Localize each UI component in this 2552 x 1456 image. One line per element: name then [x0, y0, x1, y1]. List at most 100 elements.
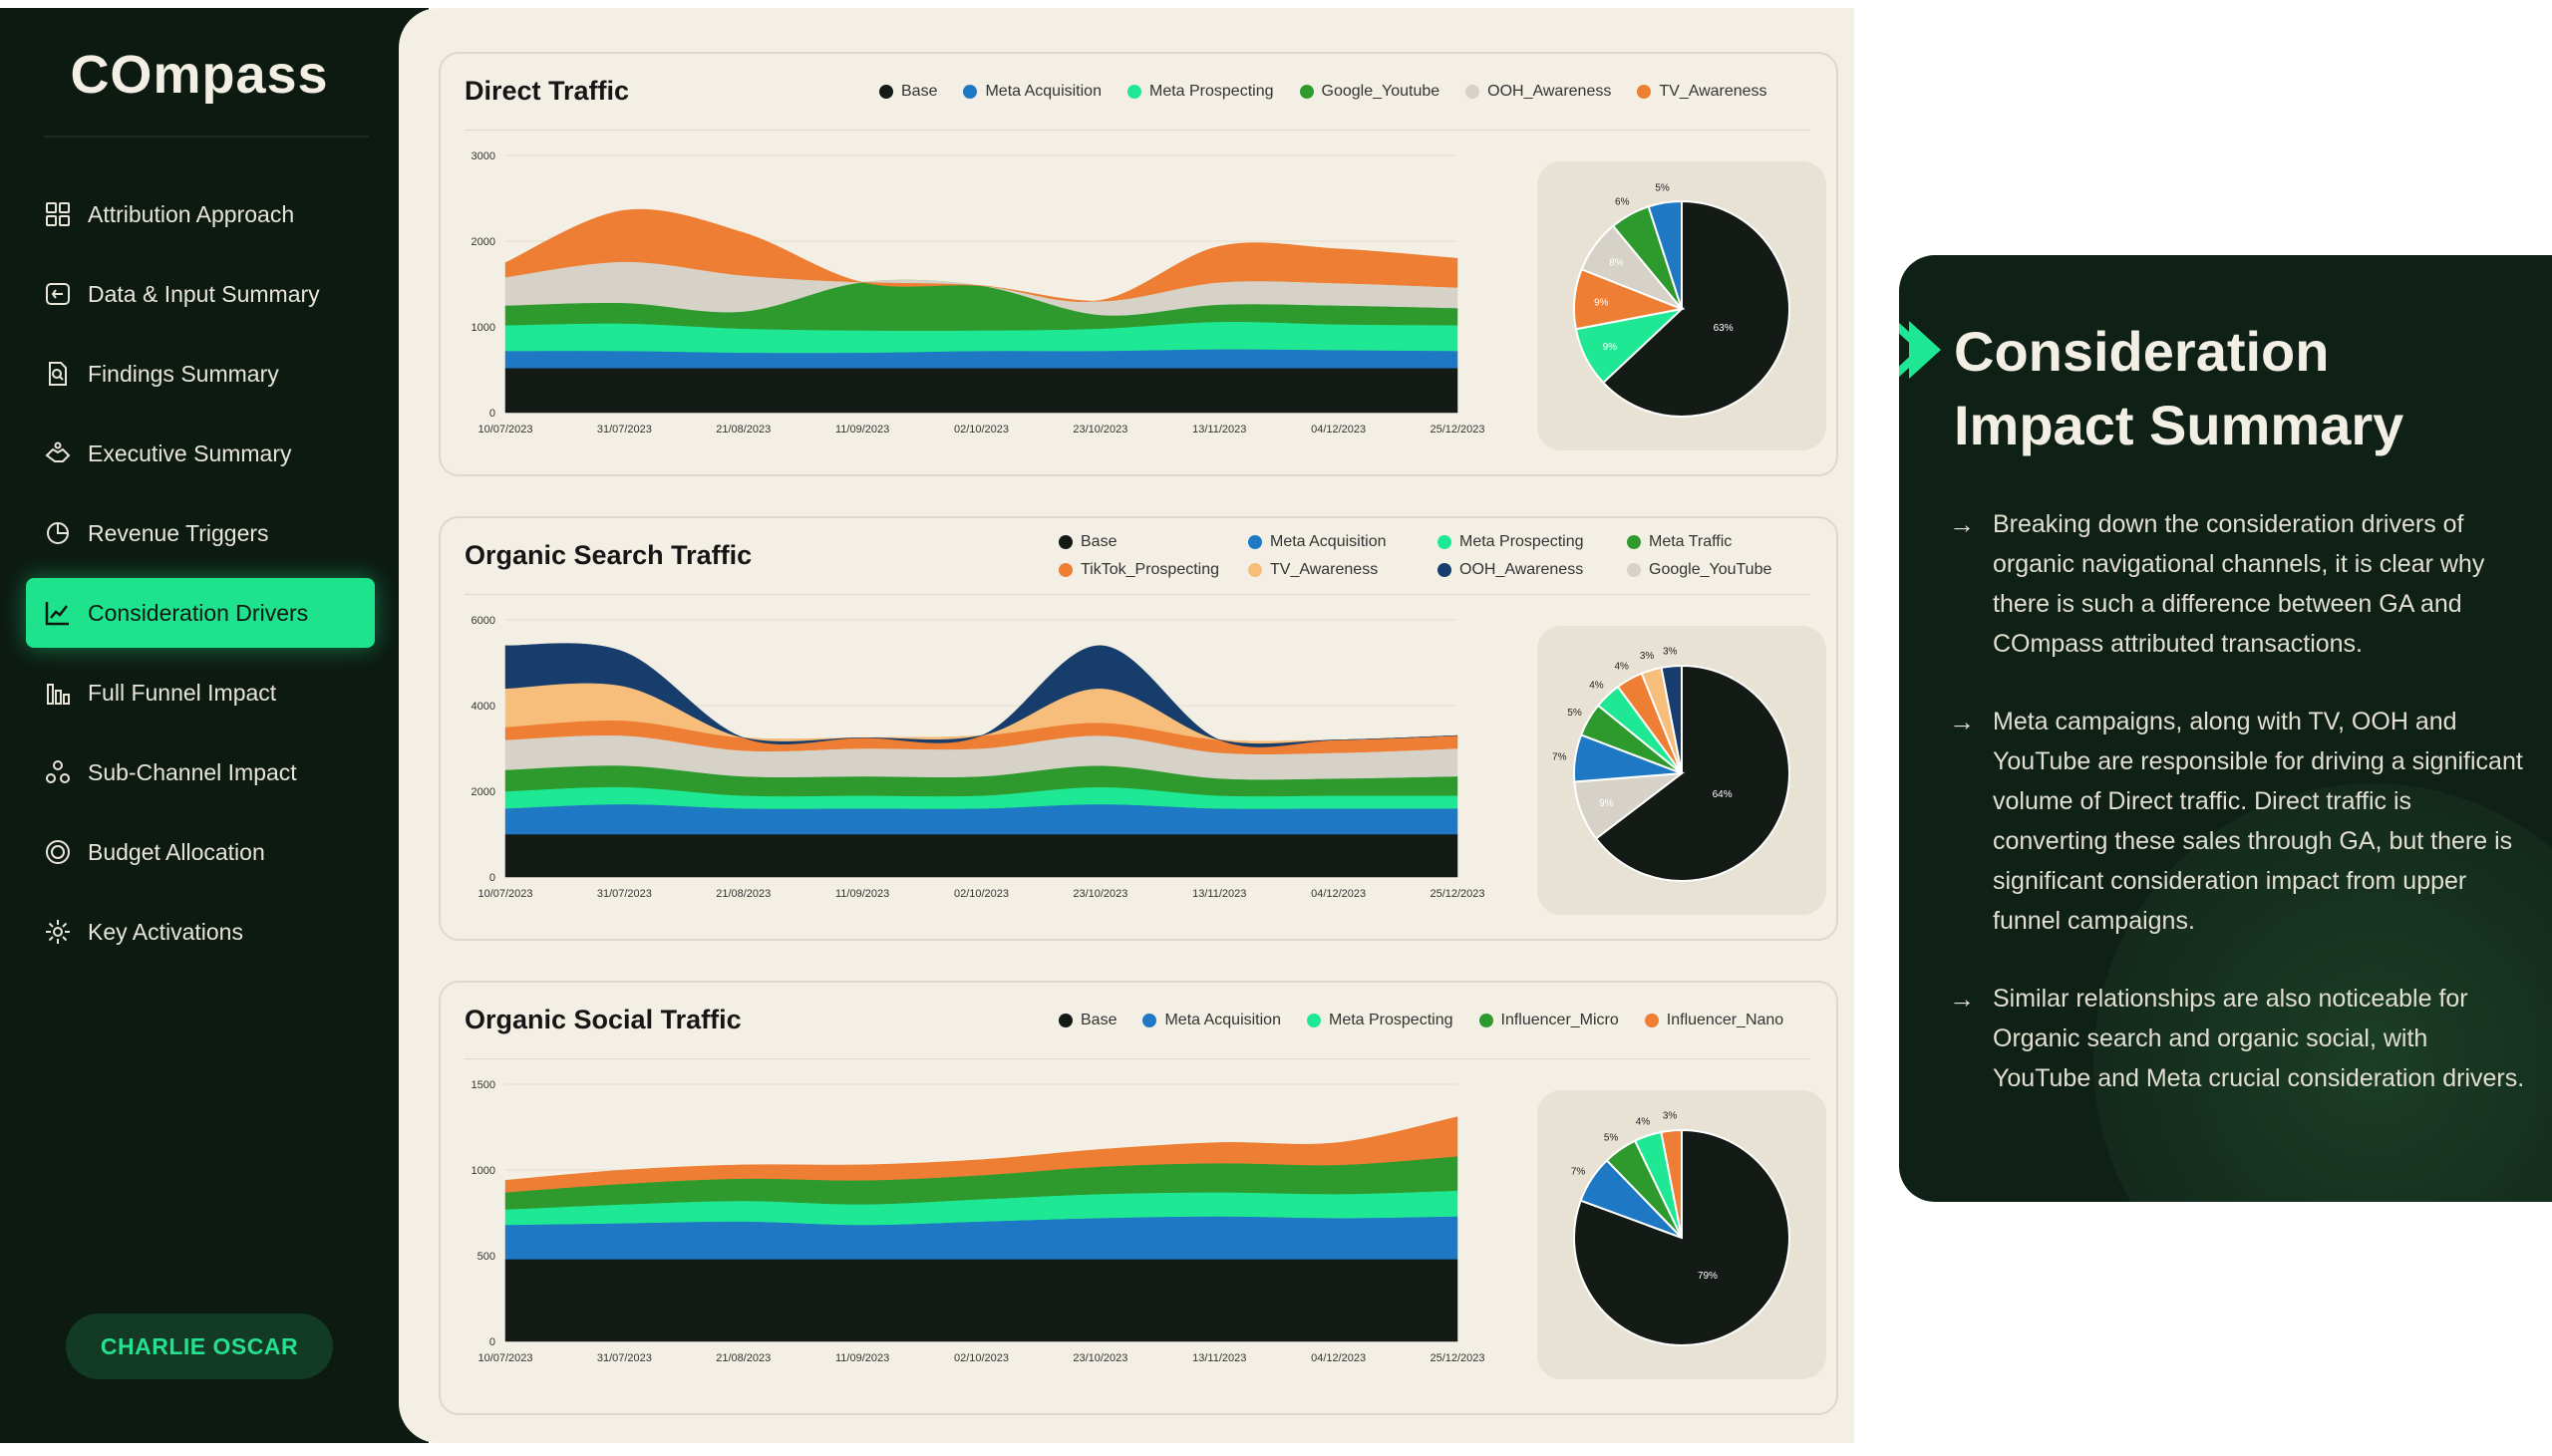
legend-item[interactable]: TV_Awareness [1248, 556, 1437, 584]
legend-label: Base [901, 83, 938, 100]
sidebar-item-key-activations[interactable]: Key Activations [26, 897, 375, 967]
legend-label: OOH_Awareness [1459, 561, 1584, 578]
x-tick-label: 23/10/2023 [1073, 888, 1127, 900]
sidebar-item-executive-summary[interactable]: Executive Summary [26, 419, 375, 488]
area-series-base[interactable] [504, 1259, 1458, 1342]
pie-chart: 79% 7% 5% 4% 3% [1571, 1111, 1790, 1346]
area-series-meta-acquisition[interactable] [504, 349, 1458, 369]
sidebar-item-findings-summary[interactable]: Findings Summary [26, 339, 375, 409]
legend-swatch [1059, 1014, 1073, 1027]
y-tick-label: 3000 [472, 150, 495, 162]
pie-slice-label: 6% [1615, 196, 1630, 207]
area-series-base[interactable] [504, 368, 1458, 414]
legend-item[interactable]: OOH_Awareness [1437, 556, 1627, 584]
pie-slice[interactable] [1660, 664, 1683, 774]
sidebar-item-label: Data & Input Summary [88, 280, 320, 307]
network-icon [44, 758, 72, 786]
pie-slice[interactable] [1647, 199, 1683, 310]
legend-label: Meta Prospecting [1459, 533, 1584, 550]
legend-swatch [1644, 1014, 1659, 1027]
bar-chart-icon [44, 679, 72, 707]
legend-swatch [1059, 535, 1073, 549]
bullet-text: Similar relationships are also noticeabl… [1993, 985, 2525, 1092]
sidebar-item-label: Revenue Triggers [88, 519, 269, 546]
pie-chart-panel: 64% 9% 7% 5% 4% 4% 3% 3% [1537, 626, 1826, 915]
x-tick-label: 11/09/2023 [835, 1352, 889, 1364]
pie-slice-label: 5% [1604, 1132, 1619, 1143]
sidebar-item-label: Consideration Drivers [88, 599, 309, 626]
x-tick-label: 13/11/2023 [1192, 1352, 1246, 1364]
area-series-influencer-nano[interactable] [504, 1116, 1458, 1193]
organic-social-card: Organic Social Traffic Base Meta Acquisiti… [439, 981, 1838, 1415]
legend-swatch [1478, 1014, 1493, 1027]
x-tick-label: 23/10/2023 [1073, 424, 1127, 436]
sidebar-item-sub-channel-impact[interactable]: Sub-Channel Impact [26, 737, 375, 807]
legend-label: Meta Acquisition [1164, 1012, 1281, 1028]
y-tick-label: 0 [489, 872, 495, 884]
x-tick-label: 04/12/2023 [1311, 424, 1366, 436]
x-tick-label: 02/10/2023 [954, 424, 1009, 436]
legend-swatch [1248, 535, 1262, 549]
legend-item[interactable]: Meta Acquisition [1142, 1007, 1281, 1034]
pie-slice[interactable] [1601, 199, 1790, 418]
pie-slice[interactable] [1594, 664, 1790, 882]
legend-item[interactable]: Meta Prospecting [1126, 78, 1274, 106]
document-search-icon [44, 360, 72, 388]
legend-item[interactable]: Meta Traffic [1627, 528, 1816, 556]
chart-title: Direct Traffic [465, 76, 630, 106]
legend-item[interactable]: Base [1059, 528, 1248, 556]
y-tick-label: 2000 [472, 786, 495, 798]
pie-chart-panel: 79% 7% 5% 4% 3% [1537, 1090, 1826, 1379]
x-tick-label: 25/12/2023 [1430, 1352, 1484, 1364]
legend-item[interactable]: Influencer_Nano [1644, 1007, 1784, 1034]
x-tick-label: 13/11/2023 [1192, 888, 1246, 900]
legend-item[interactable]: Google_Youtube [1299, 78, 1439, 106]
x-tick-label: 11/09/2023 [835, 424, 889, 436]
sidebar-item-label: Attribution Approach [88, 200, 295, 227]
user-button[interactable]: CHARLIE OSCAR [66, 1313, 333, 1379]
direct-traffic-card: Direct Traffic Base Meta Acquisition Meta P… [439, 52, 1838, 476]
x-tick-label: 25/12/2023 [1430, 888, 1484, 900]
pie-slice-label: 9% [1594, 297, 1609, 308]
legend-label: Meta Prospecting [1328, 1012, 1453, 1028]
area-series-tv-awareness[interactable] [504, 208, 1458, 303]
bullet-text: Meta campaigns, along with TV, OOH and Y… [1993, 708, 2523, 935]
legend-label: Influencer_Nano [1666, 1012, 1784, 1028]
legend-label: TV_Awareness [1270, 561, 1379, 578]
stacked-area-chart: 0 1000 2000 3000 10/07/2023 31/07/2023 21/08/2… [472, 150, 1485, 436]
x-tick-label: 31/07/2023 [597, 424, 652, 436]
x-tick-label: 31/07/2023 [597, 1352, 652, 1364]
legend-item[interactable]: Meta Prospecting [1437, 528, 1627, 556]
sidebar-item-data-input-summary[interactable]: Data & Input Summary [26, 259, 375, 329]
legend-swatch [1437, 563, 1451, 577]
legend-item[interactable]: Meta Acquisition [963, 78, 1102, 106]
sidebar-item-budget-allocation[interactable]: Budget Allocation [26, 817, 375, 887]
sidebar-item-revenue-triggers[interactable]: Revenue Triggers [26, 498, 375, 568]
sidebar-nav: Attribution Approach Data & Input Summary… [26, 179, 375, 977]
sidebar-item-attribution-approach[interactable]: Attribution Approach [26, 179, 375, 249]
legend-label: Meta Acquisition [985, 83, 1102, 100]
legend-item[interactable]: TikTok_Prospecting [1059, 556, 1248, 584]
legend-swatch [963, 85, 978, 99]
sidebar-item-consideration-drivers[interactable]: Consideration Drivers [26, 578, 375, 648]
area-series-base[interactable] [504, 833, 1458, 878]
pie-slice[interactable] [1660, 1128, 1683, 1239]
legend-swatch [1126, 85, 1141, 99]
legend-swatch [1142, 1014, 1157, 1027]
legend-item[interactable]: Meta Prospecting [1306, 1007, 1453, 1034]
legend-item[interactable]: OOH_Awareness [1465, 78, 1611, 106]
pie-slice-label: 7% [1552, 751, 1567, 762]
legend-item[interactable]: Meta Acquisition [1248, 528, 1437, 556]
x-tick-label: 02/10/2023 [954, 1352, 1009, 1364]
legend-item[interactable]: Base [1059, 1007, 1116, 1034]
legend-item[interactable]: TV_Awareness [1637, 78, 1767, 106]
sidebar-item-full-funnel-impact[interactable]: Full Funnel Impact [26, 658, 375, 728]
legend-item[interactable]: Influencer_Micro [1478, 1007, 1619, 1034]
x-tick-label: 23/10/2023 [1073, 1352, 1127, 1364]
area-series-ooh-awareness[interactable] [504, 643, 1458, 747]
x-tick-label: 21/08/2023 [716, 1352, 771, 1364]
legend-item[interactable]: Base [879, 78, 937, 106]
x-tick-label: 02/10/2023 [954, 888, 1009, 900]
legend-item[interactable]: Google_YouTube [1627, 556, 1816, 584]
pie-slice-label: 63% [1714, 323, 1734, 334]
